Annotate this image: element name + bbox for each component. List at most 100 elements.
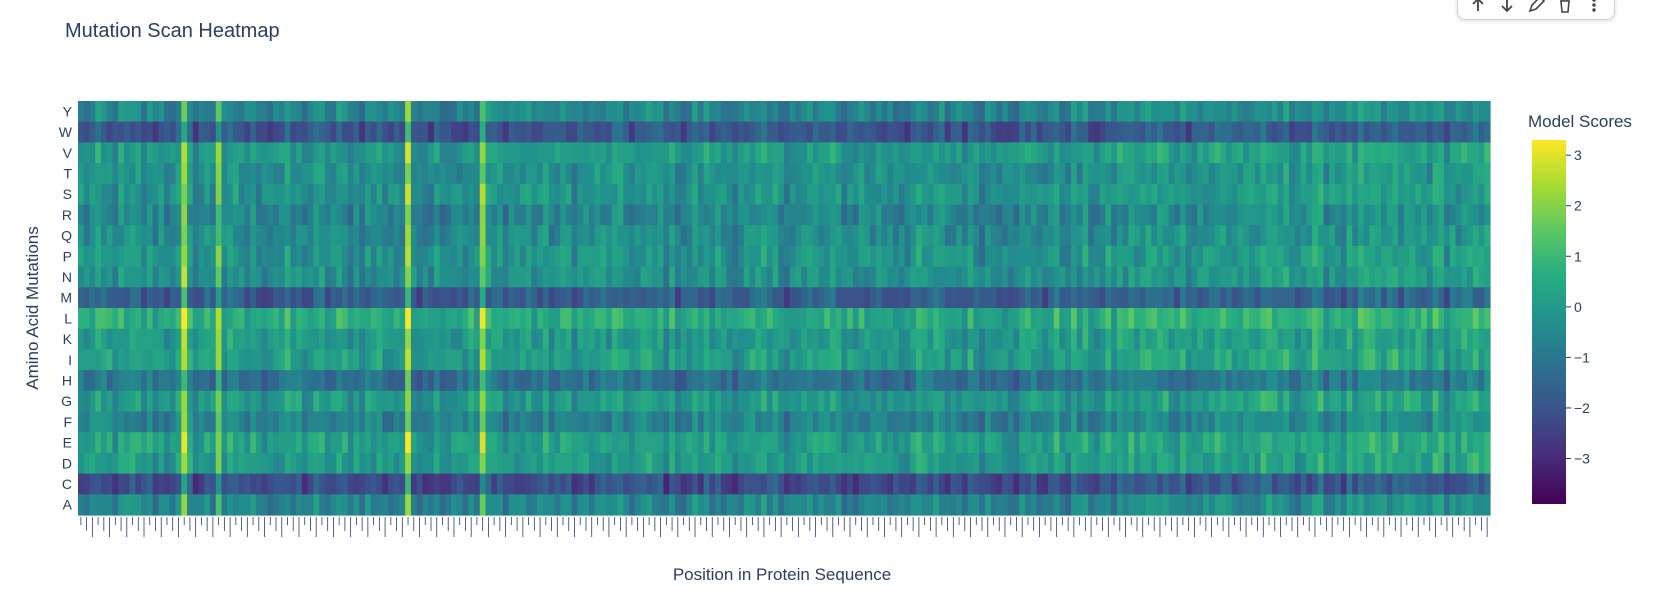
heatmap-cell xyxy=(410,390,418,413)
heatmap-cell xyxy=(169,473,177,495)
heatmap-cell xyxy=(1065,411,1072,433)
heatmap-cell xyxy=(755,370,762,392)
heatmap-cell xyxy=(806,101,814,123)
heatmap-cell xyxy=(313,390,320,413)
heatmap-cell xyxy=(623,452,630,475)
heatmap-cell xyxy=(416,328,423,350)
heatmap-cell xyxy=(600,328,607,350)
heatmap-cell xyxy=(669,183,676,206)
heatmap-cell xyxy=(692,163,699,185)
heatmap-cell xyxy=(720,287,728,309)
heatmap-cell xyxy=(1449,163,1457,185)
pencil-icon[interactable] xyxy=(1523,0,1549,18)
heatmap-cell xyxy=(904,390,911,413)
arrow-up-icon[interactable] xyxy=(1465,0,1491,18)
heatmap-cell xyxy=(514,266,521,288)
heatmap-cell xyxy=(1139,452,1147,475)
heatmap-cell xyxy=(1082,452,1089,475)
heatmap-cell xyxy=(893,121,900,143)
heatmap-cell xyxy=(1116,452,1124,475)
heatmap-cell xyxy=(898,225,906,247)
heatmap-cell xyxy=(1300,390,1307,413)
heatmap-cell xyxy=(135,390,142,413)
heatmap-cell xyxy=(956,101,963,123)
heatmap-cell xyxy=(422,370,429,392)
heatmap-cell xyxy=(1070,473,1078,495)
heatmap-cell xyxy=(944,142,952,164)
heatmap-cell xyxy=(215,452,223,475)
arrow-down-icon[interactable] xyxy=(1494,0,1520,18)
heatmap-cell xyxy=(393,183,401,206)
heatmap-cell xyxy=(887,452,894,475)
heatmap-cell xyxy=(210,204,217,226)
heatmap-cell xyxy=(468,390,475,413)
heatmap-cell xyxy=(382,183,389,206)
heatmap-cell xyxy=(1357,411,1365,433)
heatmap-cell xyxy=(560,225,567,247)
heatmap-cell xyxy=(164,494,171,516)
heatmap-cell xyxy=(1059,183,1066,206)
heatmap-cell xyxy=(841,245,848,268)
heatmap-cell xyxy=(1111,142,1118,164)
heatmap-cell xyxy=(1225,411,1233,433)
y-tick-label: V xyxy=(63,145,73,161)
heatmap-cell xyxy=(1312,142,1319,164)
heatmap-cell xyxy=(1266,349,1273,371)
heatmap-cell xyxy=(301,370,309,392)
heatmap-cell xyxy=(1025,494,1032,516)
heatmap-cell xyxy=(674,142,682,164)
heatmap-cell xyxy=(1323,266,1330,288)
heatmap-cell xyxy=(181,163,188,185)
heatmap-cell xyxy=(1007,287,1015,309)
heatmap-cell xyxy=(956,225,963,247)
heatmap-cell xyxy=(210,101,217,123)
heatmap-cell xyxy=(1214,121,1221,143)
heatmap-cell xyxy=(818,142,825,164)
heatmap-cell xyxy=(382,204,389,226)
heatmap-cell xyxy=(290,452,297,475)
heatmap-cell xyxy=(1403,204,1411,226)
heatmap-cell xyxy=(1306,266,1313,288)
heatmap-cell xyxy=(921,225,929,247)
heatmap-cell xyxy=(1243,370,1250,392)
heatmap-cell xyxy=(525,245,533,268)
trash-icon[interactable] xyxy=(1552,0,1578,18)
heatmap-cell xyxy=(938,308,946,330)
heatmap-cell xyxy=(588,328,596,350)
heatmap-cell xyxy=(83,121,91,143)
heatmap-cell xyxy=(1168,183,1175,206)
heatmap-cell xyxy=(491,183,498,206)
heatmap-cell xyxy=(1036,183,1043,206)
heatmap-cell xyxy=(1203,204,1210,226)
heatmap-cell xyxy=(123,142,131,164)
heatmap-cell xyxy=(984,473,992,495)
heatmap-cell xyxy=(1093,432,1101,454)
heatmap-cell xyxy=(1421,204,1428,226)
heatmap-cell xyxy=(651,183,659,206)
heatmap-cell xyxy=(198,411,205,433)
heatmap-cell xyxy=(1444,287,1451,309)
heatmap-cell xyxy=(749,432,756,454)
heatmap-cell xyxy=(537,390,544,413)
heatmap-cell xyxy=(686,411,693,433)
heatmap-cell xyxy=(410,225,418,247)
heatmap-cell xyxy=(83,432,91,454)
heatmap-cell xyxy=(1369,183,1376,206)
heatmap-cell xyxy=(1363,204,1371,226)
heatmap-cell xyxy=(267,266,274,288)
heatmap-cell xyxy=(1214,411,1221,433)
heatmap-cell xyxy=(577,183,584,206)
heatmap-cell xyxy=(1059,204,1066,226)
heatmap-cell xyxy=(1139,163,1147,185)
heatmap-cell xyxy=(795,473,802,495)
heatmap-cell xyxy=(181,287,188,309)
heatmap-cell xyxy=(313,370,320,392)
heatmap-cell xyxy=(1065,142,1072,164)
heatmap-cell xyxy=(870,204,877,226)
heatmap-cell xyxy=(1197,163,1204,185)
heatmap-cell xyxy=(353,266,360,288)
heatmap-cell xyxy=(651,390,659,413)
heatmap-cell xyxy=(571,101,578,123)
more-icon[interactable] xyxy=(1581,0,1607,18)
heatmap-cell xyxy=(606,328,613,350)
